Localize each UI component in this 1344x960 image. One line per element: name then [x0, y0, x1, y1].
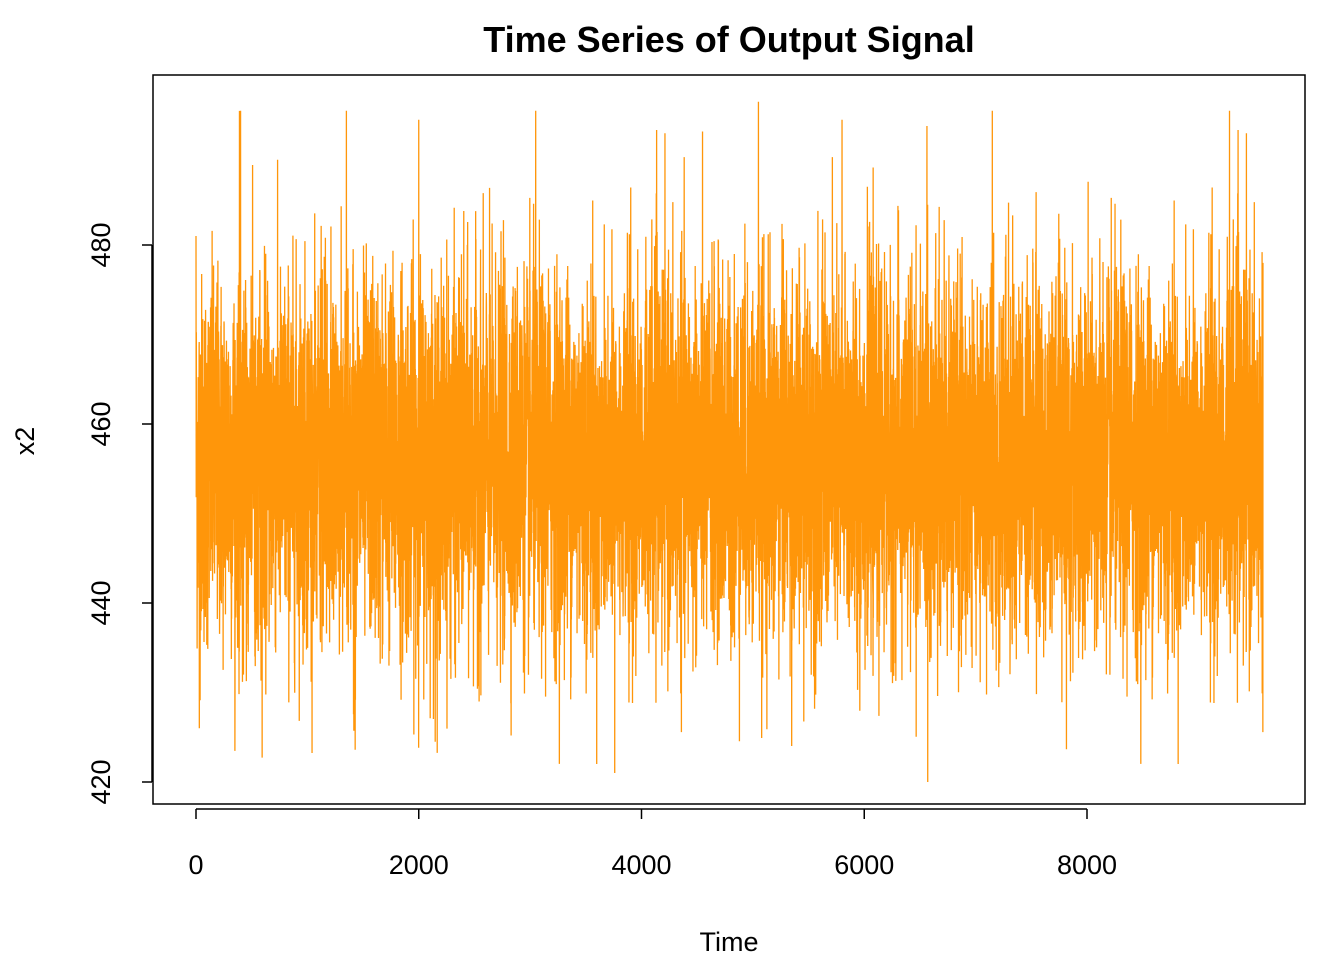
x-axis: 0 2000 4000 6000 8000 — [188, 808, 1117, 880]
x-axis-label: Time — [700, 927, 759, 957]
x-tick-label: 2000 — [389, 850, 449, 880]
x-tick-label: 8000 — [1057, 850, 1117, 880]
plot-layer — [195, 101, 1264, 783]
x-tick-label: 4000 — [611, 850, 671, 880]
y-tick-label: 440 — [86, 580, 116, 625]
y-tick-label: 460 — [86, 401, 116, 446]
x-tick-label: 0 — [188, 850, 203, 880]
plot-frame — [152, 74, 1306, 805]
y-tick-label: 420 — [86, 759, 116, 804]
x-tick-label: 6000 — [834, 850, 894, 880]
y-axis-label: x2 — [10, 427, 40, 456]
y-tick-label: 480 — [86, 222, 116, 267]
y-axis: 420 440 460 480 — [86, 222, 153, 805]
series-line — [195, 101, 1264, 783]
chart-title: Time Series of Output Signal — [483, 19, 974, 60]
